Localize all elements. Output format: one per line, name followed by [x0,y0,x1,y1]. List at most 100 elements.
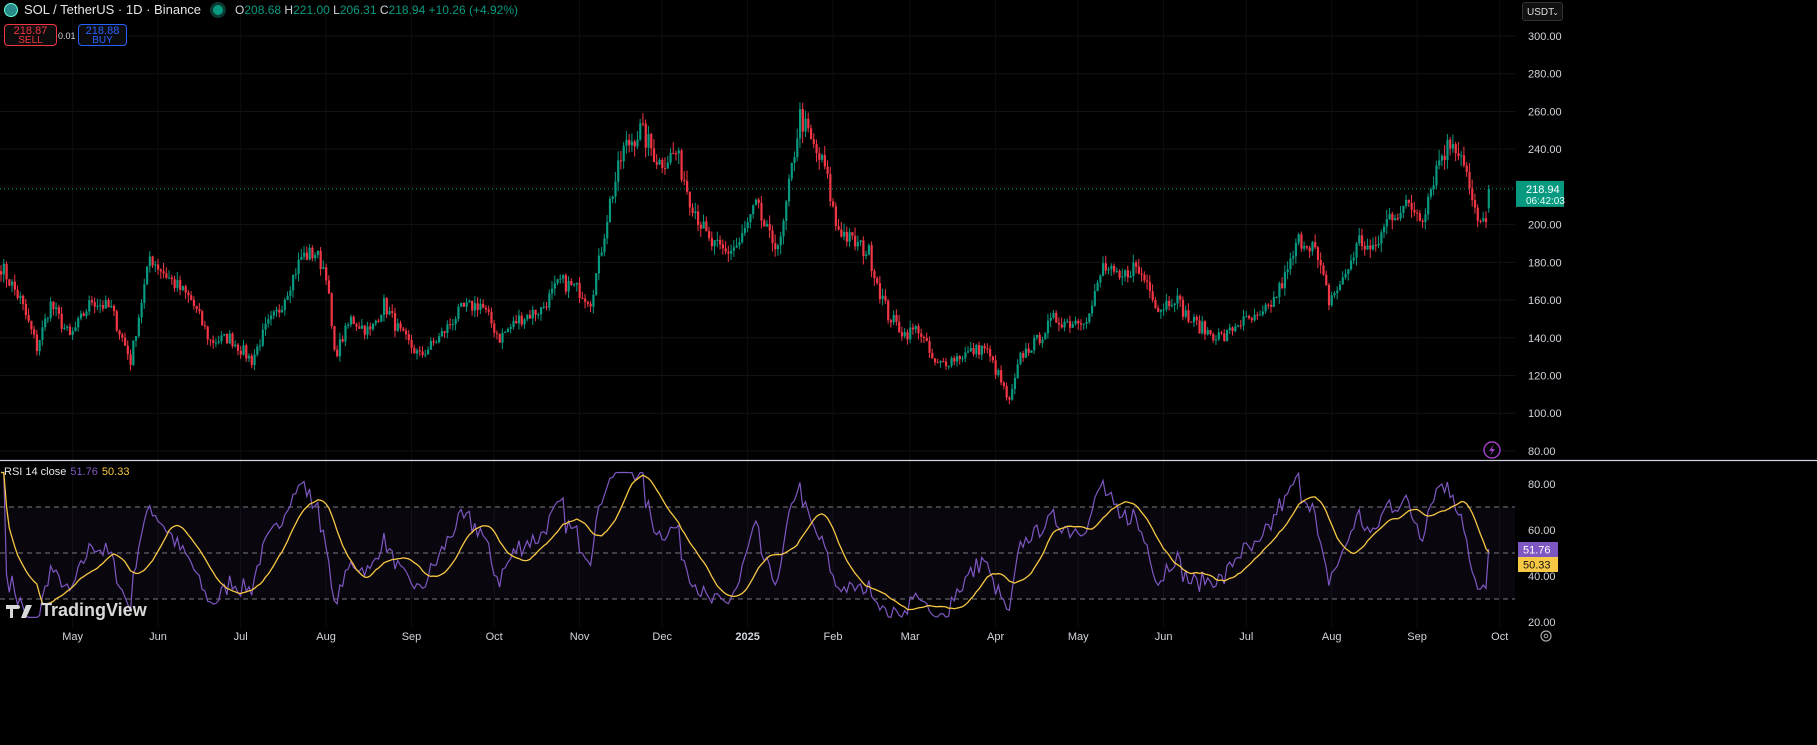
candle-body [551,288,554,294]
candle-body [768,223,771,231]
candle [1465,162,1468,177]
candle-body [82,313,85,316]
candle-body [451,324,455,326]
candle [944,357,948,370]
candle [1162,303,1165,316]
candle [1005,382,1008,401]
currency-selector[interactable]: USDT ⌄ [1522,2,1563,21]
candle [1118,269,1121,280]
candle-body [1110,265,1113,270]
candle [418,346,421,357]
candle-body [46,318,50,320]
candle-body [1261,311,1264,315]
candle-body [1443,155,1446,160]
rsi-legend[interactable]: RSI 14 close 51.76 50.33 [4,466,129,478]
candle-body [1024,348,1028,358]
candle [410,334,413,354]
candle [964,346,967,363]
candle [173,275,176,292]
candle [1192,314,1196,328]
candle [1184,305,1187,319]
candle [628,133,631,153]
candle [1292,250,1295,266]
candle [126,340,129,360]
candle-body [19,295,22,299]
candle-body [809,128,813,140]
candle-body [228,333,231,344]
candle [231,332,234,349]
time-axis[interactable]: May Jun Jul Aug Sep Oct Nov Dec 2025 Feb Mar Apr May… [62,631,1508,643]
candle-body [1305,246,1309,248]
time-tick-label: Oct [1491,631,1508,643]
candle [1168,295,1171,311]
tradingview-logo[interactable]: TradingView [6,600,147,621]
candle-body [8,279,11,286]
candle [972,342,975,357]
candle-body [223,333,226,336]
candle-body [1121,276,1124,278]
time-tick-label: Mar [901,631,920,643]
candle [1198,315,1201,334]
candle-body [1203,321,1207,335]
candle-body [471,300,474,311]
candle [1402,205,1405,219]
candle-body [854,235,857,247]
candle [134,335,138,348]
candle [1449,136,1452,156]
candle-body [487,309,490,312]
candle [300,248,303,261]
candle [1396,213,1399,221]
rsi-axis[interactable]: 80.00 60.00 40.00 20.00 [1528,479,1556,629]
candle [922,335,926,343]
candle-body [429,341,432,350]
sell-button[interactable]: 218.87 SELL [4,24,57,46]
candle-body [121,334,124,338]
candle [482,299,485,309]
candle [1231,326,1234,336]
candle-body [1391,213,1394,221]
candle [1427,193,1430,221]
candle [589,301,592,313]
candle [55,302,58,317]
candle [369,322,372,336]
candle [1259,310,1262,316]
rsi-ma-value: 50.33 [101,466,130,478]
candle [771,225,774,252]
candle-body [504,332,507,334]
time-tick-label: Sep [402,631,422,643]
candle-body [757,199,760,203]
candle [1038,332,1041,346]
candle [575,282,578,292]
candle [333,325,336,352]
lightning-icon[interactable] [1483,441,1501,459]
candle-body [881,295,884,299]
candle-body [358,326,361,329]
candle-body [906,332,909,340]
symbol-title[interactable]: SOL / TetherUS · 1D · Binance [24,2,202,17]
candle-body [198,309,201,312]
price-axis[interactable]: 300.00 280.00 260.00 240.00 200.00 180.00 160.… [1528,31,1562,458]
candle [652,139,656,163]
candle-body [71,331,74,335]
settings-gear-icon[interactable] [1540,630,1552,642]
candle [366,321,369,340]
candle [110,299,113,309]
candle-body [1316,247,1320,261]
candle [471,300,474,316]
candle-body [206,326,209,340]
candle-body [1074,320,1077,325]
candle-body [534,309,537,315]
candle [104,295,107,309]
rsi-value-label: 51.76 [1518,542,1558,557]
candle [1476,204,1479,228]
candle-body [438,336,441,343]
candle-body [60,313,63,329]
candle [1270,299,1273,313]
candle [1432,176,1435,196]
candle-body [542,306,545,308]
candle-body [1066,321,1069,323]
candle [267,314,270,328]
buy-button[interactable]: 218.88 BUY [78,24,127,46]
candle [928,336,931,359]
